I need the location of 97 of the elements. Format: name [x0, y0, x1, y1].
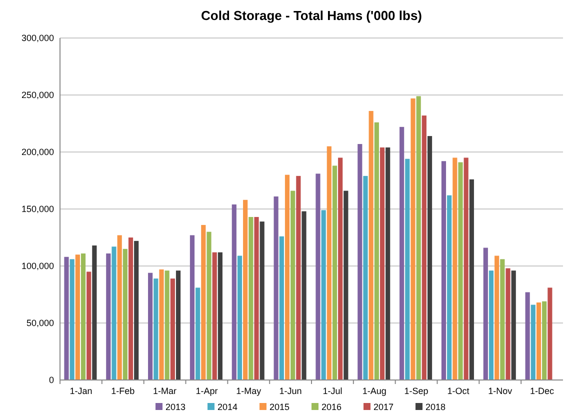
bar: [92, 245, 97, 380]
bar: [416, 96, 421, 380]
bar: [332, 166, 338, 380]
bar: [410, 98, 416, 380]
bar: [344, 190, 348, 380]
bar: [536, 302, 542, 380]
bar: [374, 122, 379, 380]
bar: [380, 147, 385, 380]
x-tick-label: 1-Sep: [404, 386, 428, 396]
bar: [338, 158, 343, 380]
bar: [506, 268, 510, 380]
bar: [488, 270, 494, 380]
bar: [452, 158, 458, 380]
bar: [441, 161, 446, 380]
bar: [363, 176, 368, 380]
bar: [112, 246, 116, 380]
bar: [326, 146, 332, 380]
bar: [422, 116, 426, 380]
bar: [201, 224, 206, 380]
y-tick-label: 100,000: [21, 261, 54, 272]
bar: [232, 204, 236, 380]
y-tick-label: 200,000: [21, 147, 54, 158]
x-tick-label: 1-Nov: [488, 386, 513, 396]
bar: [237, 256, 242, 380]
x-tick-label: 1-Jul: [322, 386, 342, 396]
chart-title: Cold Storage - Total Hams ('000 lbs): [201, 8, 422, 23]
bar: [128, 238, 134, 380]
bar: [164, 270, 170, 380]
y-tick-label: 50,000: [26, 318, 54, 328]
bar: [368, 110, 374, 380]
bar: [86, 272, 92, 380]
bar: [284, 174, 290, 380]
bar: [405, 158, 410, 380]
legend-label: 2018: [426, 402, 446, 412]
x-tick-label: 1-Jan: [70, 386, 92, 396]
x-tick-label: 1-Mar: [153, 386, 177, 396]
y-tick-label: 0: [48, 375, 54, 386]
bar: [321, 210, 326, 380]
bar: [290, 190, 296, 380]
bar: [296, 176, 301, 380]
bar: [494, 256, 500, 380]
bar: [106, 253, 111, 380]
bar: [274, 196, 278, 380]
bar: [316, 174, 320, 380]
bar: [248, 216, 254, 380]
x-tick-label: 1-Oct: [447, 386, 470, 396]
y-tick-label: 250,000: [21, 90, 54, 100]
bar: [196, 288, 200, 380]
bar: [134, 240, 139, 380]
bar: [218, 252, 222, 380]
x-tick-label: 1-Jun: [279, 386, 302, 396]
bar: [358, 144, 362, 380]
bar: [122, 248, 128, 380]
legend-label: 2013: [166, 402, 186, 412]
y-tick-label: 150,000: [21, 204, 54, 214]
bar: [254, 216, 259, 380]
bar: [530, 304, 536, 380]
bar: [386, 147, 390, 380]
bar: [159, 269, 164, 380]
bar: [400, 126, 404, 380]
x-tick-label: 1-Dec: [530, 386, 555, 396]
legend-label: 2016: [322, 402, 342, 412]
bar: [170, 278, 175, 380]
bar: [525, 292, 530, 380]
bar: [542, 301, 547, 380]
bar: [500, 259, 505, 380]
bar: [148, 272, 153, 380]
bar: [483, 248, 488, 380]
bar: [427, 136, 432, 380]
bar: [302, 211, 306, 380]
bar: [206, 232, 212, 380]
legend-label: 2014: [218, 402, 238, 412]
bar: [260, 222, 264, 380]
y-tick-label: 300,000: [21, 33, 54, 44]
bar: [117, 235, 122, 380]
bar: [511, 270, 516, 380]
bar: [154, 278, 158, 380]
x-tick-label: 1-Aug: [362, 386, 386, 396]
bar: [190, 235, 195, 380]
bar: [80, 253, 86, 380]
bar: [469, 179, 474, 380]
x-tick-label: 1-Apr: [196, 386, 218, 396]
bar: [212, 252, 217, 380]
bar: [75, 254, 80, 380]
bar: [243, 200, 248, 380]
bar: [279, 236, 284, 380]
x-tick-label: 1-Feb: [111, 386, 135, 396]
bar: [464, 158, 468, 380]
x-tick-label: 1-May: [236, 386, 262, 396]
bar: [176, 270, 181, 380]
bar: [70, 259, 74, 380]
bar: [447, 195, 452, 380]
legend-label: 2017: [374, 402, 394, 412]
bar: [548, 288, 552, 380]
bar: [458, 162, 463, 380]
bar: [64, 256, 69, 380]
legend-label: 2015: [270, 402, 290, 412]
